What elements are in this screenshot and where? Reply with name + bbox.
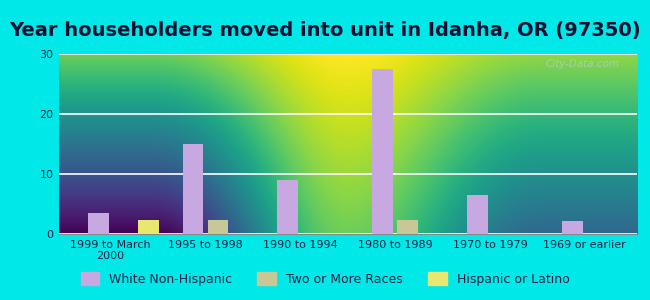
Bar xyxy=(467,195,488,234)
Bar xyxy=(183,144,203,234)
Text: City-Data.com: City-Data.com xyxy=(545,59,619,69)
Bar xyxy=(138,220,159,234)
Bar xyxy=(372,69,393,234)
Legend: White Non-Hispanic, Two or More Races, Hispanic or Latino: White Non-Hispanic, Two or More Races, H… xyxy=(75,267,575,291)
Bar xyxy=(397,220,418,234)
Bar xyxy=(207,220,228,234)
Text: Year householders moved into unit in Idanha, OR (97350): Year householders moved into unit in Ida… xyxy=(9,21,641,40)
Bar xyxy=(278,180,298,234)
Bar xyxy=(562,221,583,234)
Bar xyxy=(88,213,109,234)
